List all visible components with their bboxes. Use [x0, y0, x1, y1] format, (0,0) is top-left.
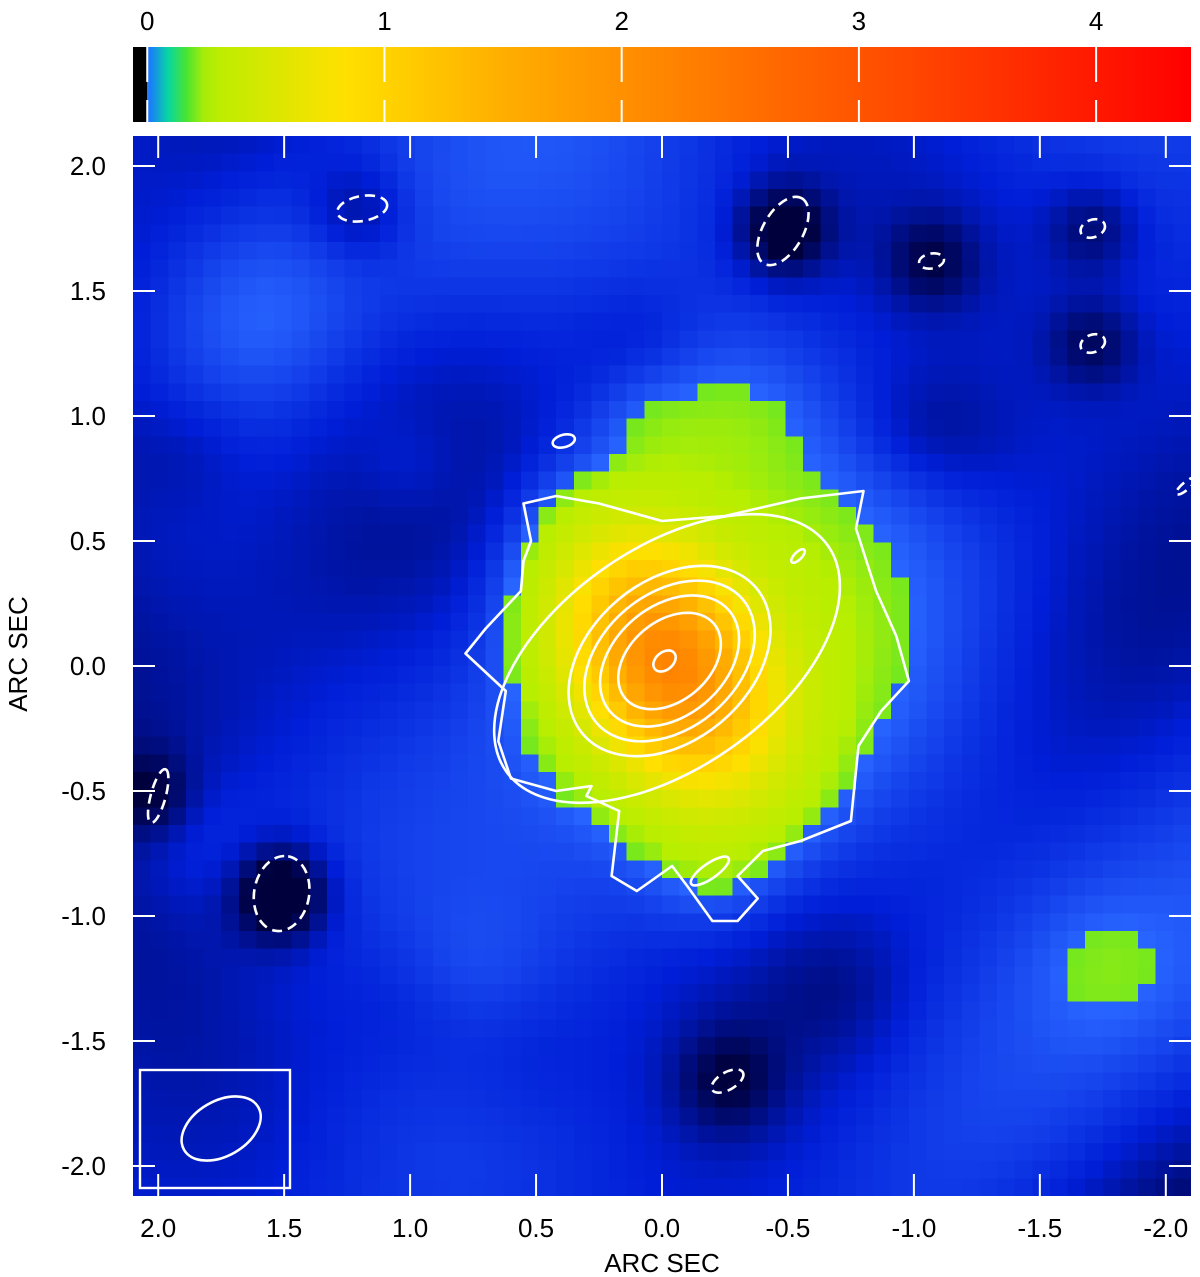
beam-inset	[138, 1068, 292, 1190]
y-tick-label: 1.5	[70, 276, 106, 306]
y-tick-label: 0.5	[70, 526, 106, 556]
contour-line-negative	[710, 1068, 745, 1094]
y-tick-label: -2.0	[61, 1151, 106, 1181]
heatmap-image	[133, 136, 1191, 1196]
contour-line-positive	[492, 512, 842, 805]
plot-area	[133, 136, 1191, 1196]
colorbar: 0 1 2 3 4	[133, 6, 1191, 122]
colorbar-ticks	[146, 47, 1098, 122]
contour-line-negative	[1079, 332, 1107, 355]
contour-line-positive-small	[551, 432, 577, 450]
beam-inset-frame	[138, 1068, 292, 1190]
y-tick-label: 2.0	[70, 151, 106, 181]
colorbar-tick-label: 3	[852, 6, 866, 36]
contour-line-negative	[336, 194, 389, 223]
colorbar-strip	[133, 47, 1191, 122]
x-tick-label: 0.0	[644, 1213, 680, 1243]
contour-layer	[146, 194, 1191, 1094]
y-tick-label: -1.5	[61, 1026, 106, 1056]
contour-line-positive	[616, 611, 723, 711]
x-tick-label: 0.5	[518, 1213, 554, 1243]
x-tick-label: -2.0	[1143, 1213, 1188, 1243]
colorbar-tick-label: 1	[377, 6, 391, 36]
contour-line-negative	[1079, 217, 1107, 240]
colorbar-tick-label: 2	[614, 6, 628, 36]
y-tick-label: 1.0	[70, 401, 106, 431]
y-axis-label: ARC SEC	[3, 596, 33, 712]
beam-ellipse	[180, 1095, 263, 1162]
contour-line-positive	[598, 594, 741, 728]
colorbar-tick-label: 4	[1089, 6, 1103, 36]
x-tick-label: 1.5	[266, 1213, 302, 1243]
colorbar-tick-labels: 0 1 2 3 4	[140, 6, 1103, 36]
y-tick-labels: 2.0 1.5 1.0 0.5 0.0 -0.5 -1.0 -1.5 -2.0	[61, 151, 106, 1181]
contour-line-positive-small	[789, 547, 807, 565]
x-tick-label: -0.5	[766, 1213, 811, 1243]
x-axis-label: ARC SEC	[604, 1248, 720, 1277]
contour-line-positive	[583, 579, 757, 743]
contour-line-negative	[252, 854, 311, 933]
contour-line-negative	[1174, 476, 1191, 496]
contour-line-negative	[917, 251, 946, 271]
x-tick-label: -1.0	[891, 1213, 936, 1243]
colorbar-tick-label: 0	[140, 6, 154, 36]
contour-line-positive	[567, 564, 772, 758]
x-tick-label: 2.0	[140, 1213, 176, 1243]
x-tick-label: 1.0	[392, 1213, 428, 1243]
axis-ticks	[133, 136, 1191, 1196]
contour-line-negative	[755, 195, 810, 267]
y-tick-label: 0.0	[70, 651, 106, 681]
y-tick-label: -1.0	[61, 901, 106, 931]
y-tick-label: -0.5	[61, 776, 106, 806]
contour-line-positive	[652, 649, 677, 673]
contour-line-positive-small	[689, 855, 731, 887]
contour-line-negative	[146, 767, 170, 825]
contour-line-positive	[464, 489, 911, 923]
x-tick-label: -1.5	[1017, 1213, 1062, 1243]
x-tick-labels: 2.0 1.5 1.0 0.5 0.0 -0.5 -1.0 -1.5 -2.0	[140, 1213, 1188, 1243]
